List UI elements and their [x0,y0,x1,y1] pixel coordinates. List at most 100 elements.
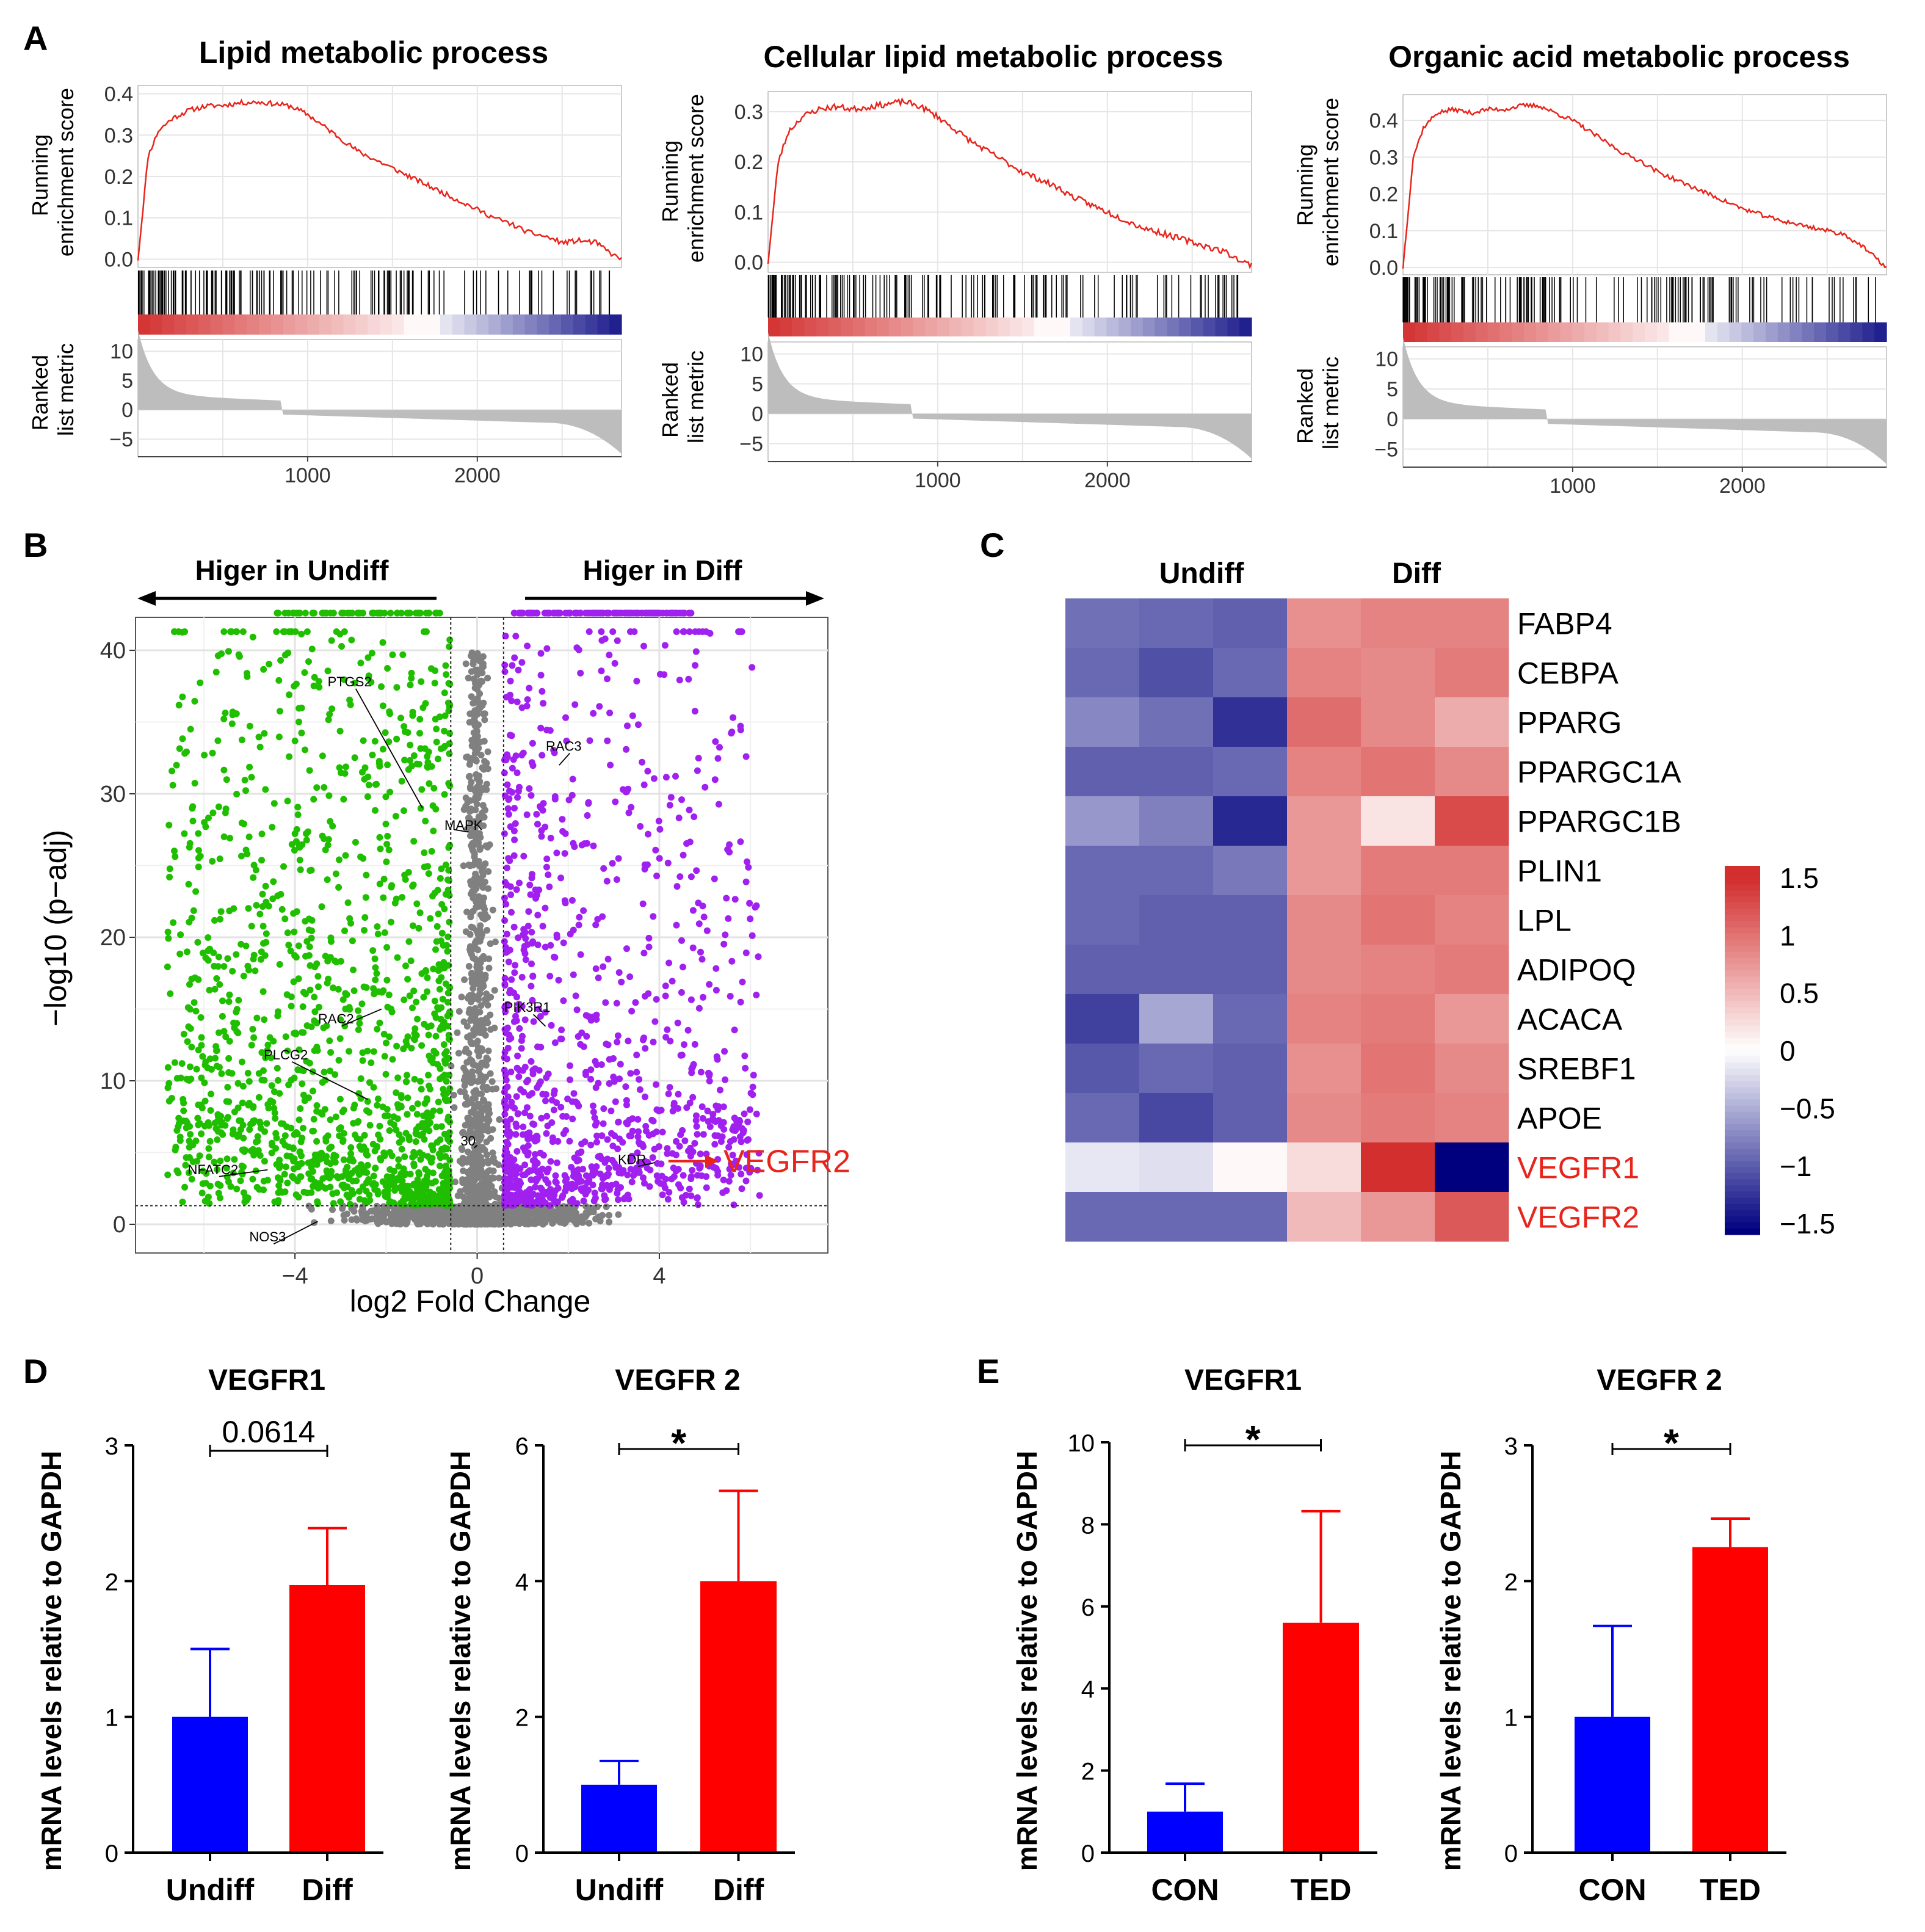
volcano-point [332,1113,339,1120]
volcano-point [220,1028,228,1035]
volcano-point [181,830,188,837]
volcano-point [216,981,223,988]
volcano-point [358,1000,366,1008]
rank-color-segment [210,314,223,335]
volcano-point [468,693,475,700]
volcano-point [223,1098,230,1105]
volcano-point [408,1045,415,1051]
volcano-point [526,785,533,792]
volcano-point [689,1094,697,1101]
volcano-point [460,862,467,870]
volcano-point [269,895,277,902]
gsea-es-ylabel-line2: enrichment score [1318,98,1343,266]
rank-color-segment [198,314,211,335]
volcano-point [229,708,236,716]
volcano-point [591,1114,598,1121]
volcano-point [297,1138,305,1146]
rank-color-segment [1850,322,1863,342]
panel-label-b: B [23,526,48,564]
volcano-point [242,846,250,854]
volcano-point [441,1050,448,1058]
volcano-point [432,1178,439,1185]
volcano-point [666,1084,673,1091]
volcano-point [217,1157,224,1164]
volcano-point [355,1090,363,1097]
volcano-point [381,1053,388,1060]
volcano-point [285,942,292,949]
volcano-point [722,931,729,939]
volcano-point [421,1194,429,1202]
volcano-point [386,1199,393,1207]
volcano-point [459,1210,466,1218]
volcano-point [680,851,687,859]
es-curve [1402,102,1887,269]
volcano-point [211,962,218,970]
volcano-point [556,1218,564,1225]
volcano-point [376,763,383,770]
rank-color-segment [1633,322,1645,342]
volcano-point [695,628,703,635]
volcano-point [689,1063,697,1070]
volcano-point [170,919,177,926]
volcano-point [416,1216,424,1223]
volcano-point [372,1181,379,1188]
volcano-point [172,853,179,860]
volcano-point [444,1136,452,1143]
volcano-point [396,1131,403,1138]
volcano-point [339,996,347,1003]
volcano-point [308,934,315,942]
volcano-point [383,1173,391,1180]
volcano-point [364,1098,371,1105]
volcano-point [520,926,527,933]
volcano-point [201,1079,208,1086]
volcano-point [288,628,295,635]
volcano-point [415,1169,422,1176]
volcano-point [569,1196,576,1203]
volcano-point [655,1107,662,1114]
volcano-point [401,871,408,879]
volcano-point [744,1118,752,1125]
volcano-point [323,1022,330,1030]
volcano-point [413,900,421,907]
volcano-point [364,1161,371,1169]
volcano-point [261,730,268,737]
rank-color-segment [549,314,562,335]
gsea-es-ylabel: Running enrichment score [658,94,708,263]
volcano-point [531,1134,538,1141]
volcano-point [628,1132,635,1139]
volcano-point [327,1183,334,1191]
volcano-point [438,1123,445,1130]
volcano-point [506,946,513,954]
volcano-point [668,1175,675,1183]
volcano-point [528,929,535,936]
volcano-point [377,1157,385,1164]
volcano-point [433,938,440,945]
volcano-point [212,669,220,676]
volcano-point [598,628,605,635]
gsea-plot-organic-acid: Organic acid metabolic process Running e… [1292,40,1887,498]
volcano-point [475,1110,482,1117]
volcano-point [501,769,508,777]
volcano-point [382,821,390,827]
volcano-point [446,750,453,757]
volcano-point [529,973,537,980]
volcano-point [477,655,485,663]
volcano-point [393,1089,400,1096]
gsea-rank-ylabel: Ranked list metric [1292,357,1343,449]
volcano-point [746,1106,753,1113]
rank-color-segment [1535,322,1549,342]
volcano-point [222,1033,230,1040]
rank-color-segment [1203,318,1216,336]
volcano-plot: Higer in Undiff Higer in Diff log2 Fold … [38,554,850,1318]
volcano-point [336,631,344,637]
volcano-point [404,976,411,983]
volcano-header-right: Higer in Diff [583,554,742,586]
volcano-point [755,953,762,961]
volcano-point [314,1047,321,1054]
volcano-point [527,891,534,898]
volcano-point [694,1201,701,1208]
volcano-point [484,1001,491,1009]
rank-color-segment [331,314,344,335]
volcano-point [441,1057,448,1064]
es-tick-label: 0.1 [734,201,763,224]
